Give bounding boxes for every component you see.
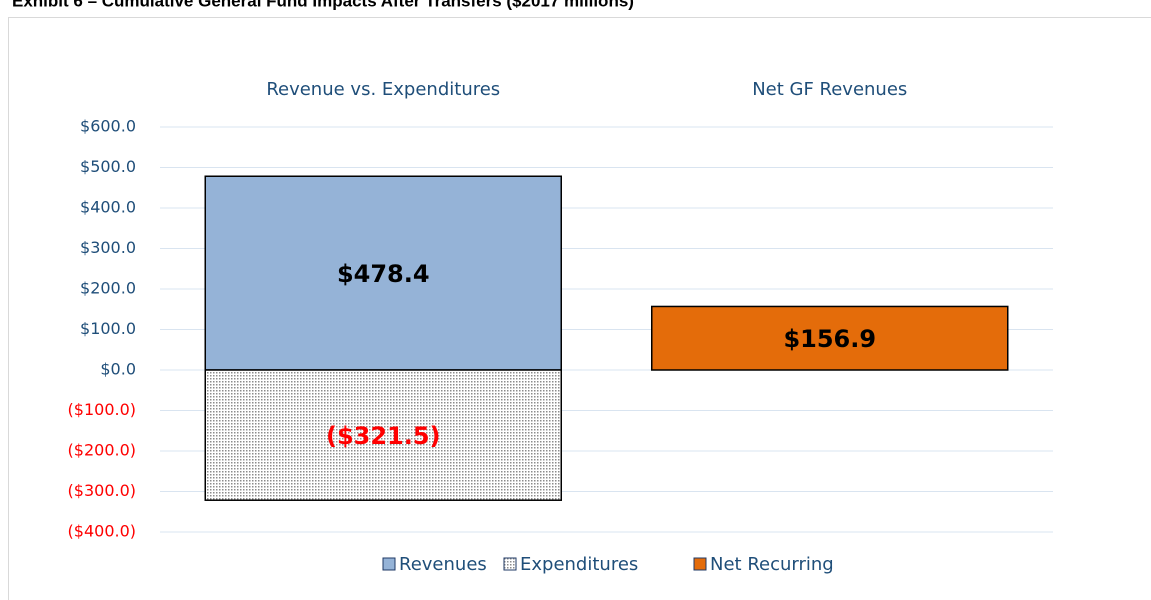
legend-marker: [382, 557, 396, 571]
y-tick-label: $400.0: [80, 198, 136, 217]
bar: [204, 175, 562, 371]
legend-marker: [693, 557, 707, 571]
y-tick-label: $0.0: [100, 360, 136, 379]
y-tick-label: $500.0: [80, 157, 136, 176]
value-label: $156.9: [783, 325, 876, 353]
y-tick-label: $600.0: [80, 117, 136, 136]
bar: [651, 305, 1009, 371]
legend-label: Net Recurring: [710, 554, 834, 575]
legend-label: Revenues: [399, 554, 487, 575]
y-tick-label: ($100.0): [68, 400, 136, 419]
value-label: ($321.5): [326, 422, 441, 450]
y-tick-label: ($200.0): [68, 441, 136, 460]
y-tick-label: $100.0: [80, 319, 136, 338]
y-tick-label: ($400.0): [68, 522, 136, 541]
legend-marker: [503, 557, 517, 571]
category-label: Revenue vs. Expenditures: [266, 79, 500, 100]
value-label: $478.4: [337, 260, 430, 288]
bar: [204, 369, 562, 501]
category-label: Net GF Revenues: [752, 79, 907, 100]
y-tick-label: $300.0: [80, 238, 136, 257]
y-tick-label: ($300.0): [68, 481, 136, 500]
y-tick-label: $200.0: [80, 279, 136, 298]
chart-title: Exhibit 6 – Cumulative General Fund Impa…: [12, 0, 634, 10]
legend-label: Expenditures: [520, 554, 638, 575]
chart-border: [8, 17, 1151, 600]
